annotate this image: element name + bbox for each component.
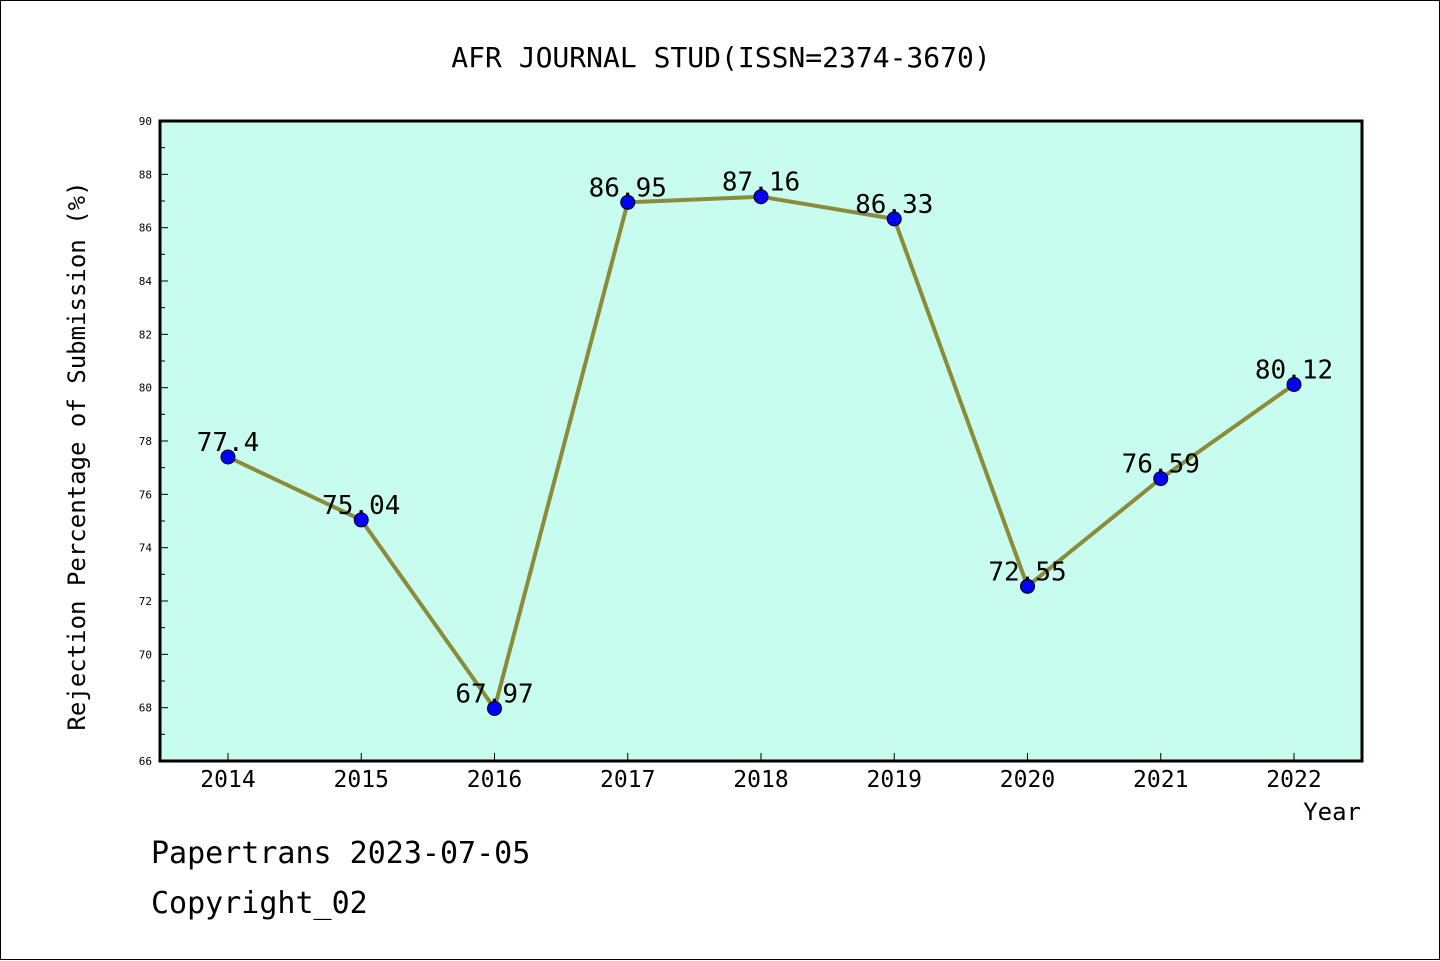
y-tick-label: 90 <box>139 115 152 128</box>
footer-date: Papertrans 2023-07-05 <box>151 836 531 871</box>
data-label: 72.55 <box>988 557 1066 587</box>
x-axis: 2014 2015 2016 2017 2018 2019 2020 2021 2022 <box>200 753 1322 793</box>
y-tick-label: 74 <box>139 542 153 555</box>
data-label: 87.16 <box>722 168 800 198</box>
x-tick-label: 2017 <box>600 767 655 793</box>
chart-title: AFR JOURNAL STUD(ISSN=2374-3670) <box>451 41 990 74</box>
y-tick-label: 76 <box>139 488 152 501</box>
data-label: 86.95 <box>589 173 667 203</box>
data-label: 86.33 <box>855 190 933 220</box>
series-layer: 77.4 75.04 67.97 86.95 87.16 86.33 72.55 76.59 8… <box>197 168 1333 716</box>
data-point <box>1153 471 1169 487</box>
data-point <box>1286 376 1302 392</box>
data-point <box>220 449 236 465</box>
y-tick-label: 88 <box>139 168 152 181</box>
x-tick-label: 2020 <box>1000 767 1055 793</box>
y-tick-label: 86 <box>139 222 152 235</box>
x-tick-label: 2014 <box>200 767 255 793</box>
plot-area <box>158 119 1364 763</box>
y-tick-label: 66 <box>139 755 152 768</box>
data-label: 75.04 <box>322 491 400 521</box>
y-tick-label: 68 <box>139 702 152 715</box>
data-point <box>753 189 769 205</box>
x-tick-label: 2022 <box>1266 767 1321 793</box>
x-tick-label: 2019 <box>867 767 922 793</box>
data-point <box>353 512 369 528</box>
data-point <box>487 700 502 716</box>
x-tick-label: 2018 <box>733 767 788 793</box>
data-label: 80.12 <box>1255 355 1333 385</box>
y-tick-label: 82 <box>139 328 152 341</box>
y-axis-label: Rejection Percentage of Submission (%) <box>63 181 91 730</box>
x-axis-label: Year <box>1303 798 1361 826</box>
data-point <box>620 194 636 210</box>
y-tick-label: 72 <box>139 595 152 608</box>
footer-copyright: Copyright_02 <box>151 886 368 921</box>
y-tick-label: 70 <box>139 648 152 661</box>
data-label: 77.4 <box>197 428 260 458</box>
y-tick-label: 78 <box>139 435 152 448</box>
data-point <box>886 211 902 227</box>
y-tick-label: 80 <box>139 382 152 395</box>
data-point <box>1020 578 1035 594</box>
data-label: 76.59 <box>1122 450 1200 480</box>
y-tick-label: 84 <box>139 275 153 288</box>
x-tick-label: 2015 <box>334 767 389 793</box>
y-axis: 66 68 70 72 74 76 78 80 82 84 86 88 90 <box>139 115 168 768</box>
x-tick-label: 2016 <box>467 767 522 793</box>
data-label: 67.97 <box>455 679 533 709</box>
x-tick-label: 2021 <box>1133 767 1188 793</box>
